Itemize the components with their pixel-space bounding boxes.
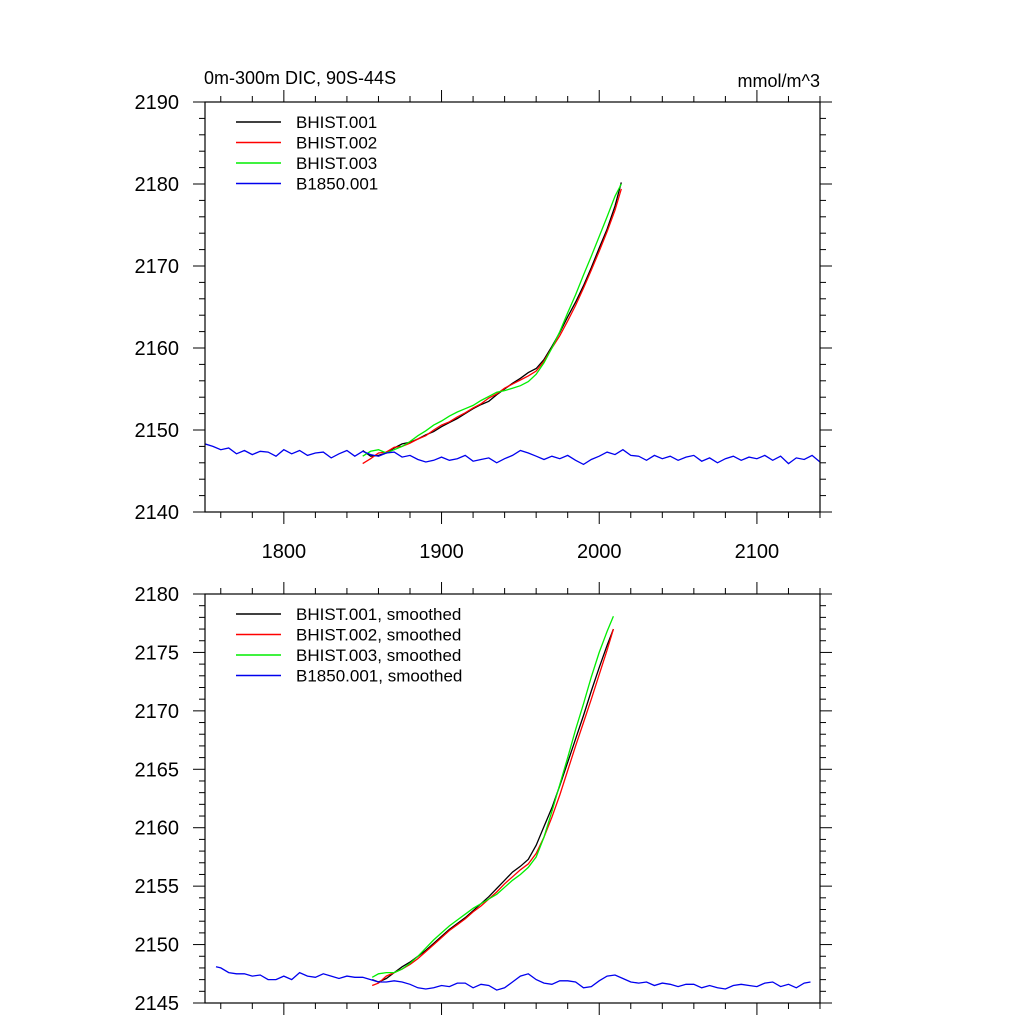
chart-panel-2: 2145 2150 2155 2160 2165 2170 2175 2180 BHIST.00… <box>135 582 832 1015</box>
y-tick-label: 2175 <box>135 642 180 664</box>
series-line-1-2 <box>362 188 622 465</box>
y-tick-label: 2145 <box>135 993 180 1015</box>
series-line-1-3 <box>362 183 622 457</box>
x-tick-label: 2100 <box>735 541 780 563</box>
legend-label: BHIST.002 <box>296 134 377 153</box>
x-tick-label: 2000 <box>577 541 622 563</box>
series-line-2-3 <box>371 615 615 978</box>
series-line-2-1 <box>371 628 615 983</box>
series-line-1-4 <box>205 443 820 466</box>
y-tick-label: 2190 <box>135 92 180 114</box>
x-tick-label: 1800 <box>262 541 307 563</box>
legend-label: BHIST.001, smoothed <box>296 605 461 624</box>
series-line-1-1 <box>362 182 622 457</box>
legend-label: BHIST.003 <box>296 154 377 173</box>
y-tick-label: 2150 <box>135 420 180 442</box>
y-tick-label: 2160 <box>135 818 180 840</box>
y-tick-label: 2170 <box>135 256 180 278</box>
y-tick-label: 2180 <box>135 174 180 196</box>
series-line-2-4 <box>215 966 811 991</box>
y-tick-label: 2140 <box>135 502 180 524</box>
plot-frame <box>204 593 821 1004</box>
y-tick-label: 2155 <box>135 876 180 898</box>
plot-frame <box>204 101 821 513</box>
legend-label: B1850.001, smoothed <box>296 667 462 686</box>
legend-label: B1850.001 <box>296 175 378 194</box>
series-line-2-2 <box>371 628 615 987</box>
legend-label: BHIST.002, smoothed <box>296 626 461 645</box>
panel-title-left: 0m-300m DIC, 90S-44S <box>204 68 396 88</box>
y-tick-label: 2180 <box>135 584 180 606</box>
y-tick-label: 2160 <box>135 338 180 360</box>
y-tick-label: 2170 <box>135 701 180 723</box>
panel-title-right: mmol/m^3 <box>738 71 820 91</box>
chart-panels: 2140 2150 2160 2170 2180 2190 1800 1900 2000 2100… <box>135 90 832 1015</box>
chart-panel-1: 2140 2150 2160 2170 2180 2190 1800 1900 2000 2100… <box>135 90 832 563</box>
y-tick-label: 2165 <box>135 759 180 781</box>
y-tick-label: 2150 <box>135 935 180 957</box>
legend-label: BHIST.001 <box>296 113 377 132</box>
x-tick-label: 1900 <box>419 541 464 563</box>
legend-label: BHIST.003, smoothed <box>296 646 461 665</box>
